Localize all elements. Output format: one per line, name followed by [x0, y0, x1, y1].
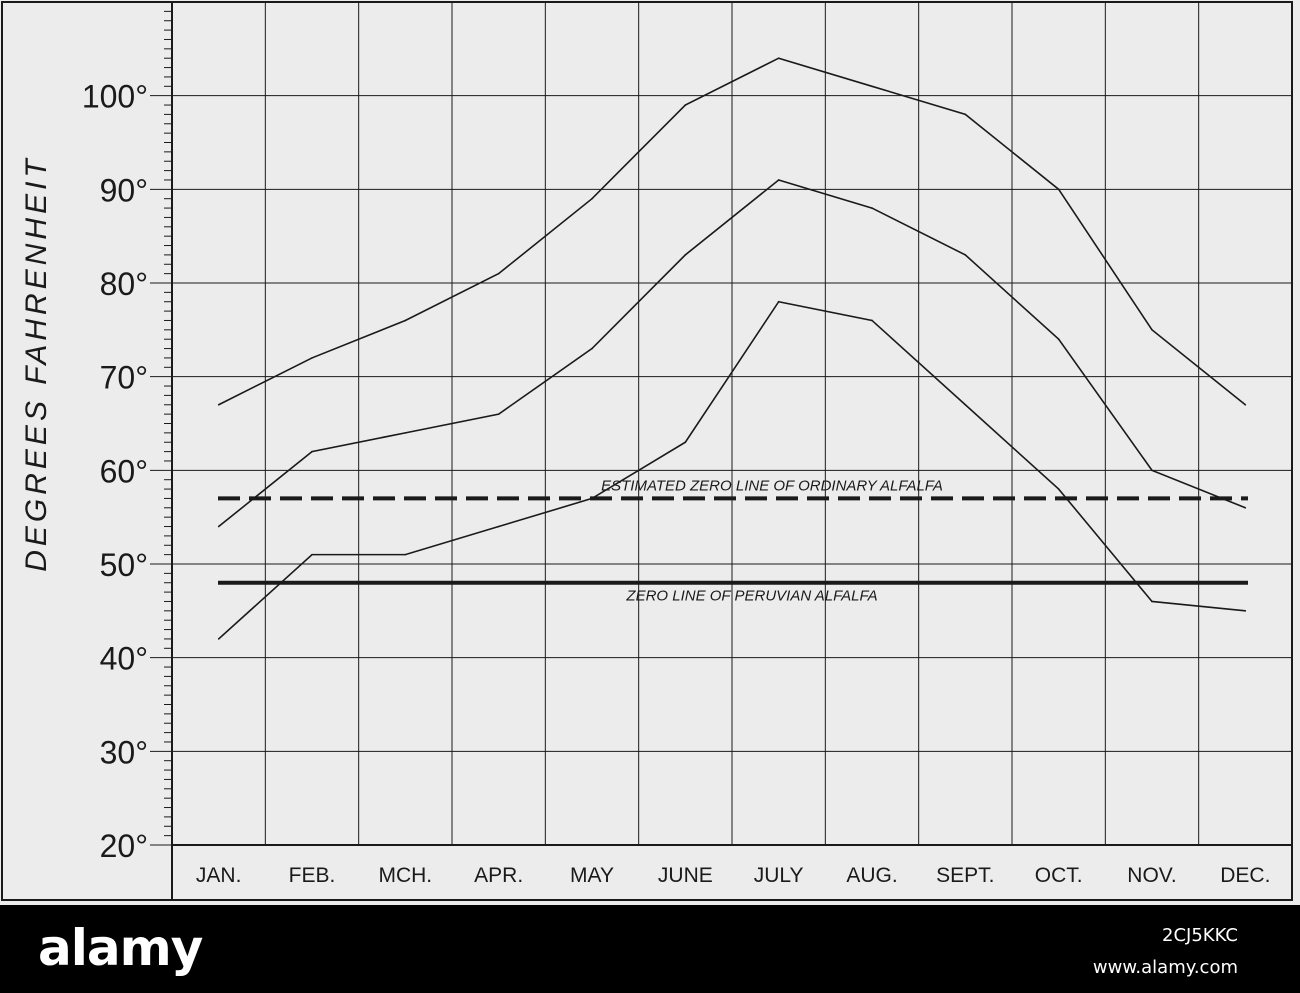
temperature-chart: 20° 30° 40° 50° 60° 70° 80° 90° 100° DEGREES FAHR…: [1, 1, 1293, 901]
data-point: [684, 441, 687, 444]
data-point: [777, 179, 780, 181]
y-tick-label: 40°: [100, 641, 148, 677]
outer-frame: [1, 1, 1293, 901]
x-tick-label: MAY: [570, 864, 614, 887]
x-tick-label: JUNE: [658, 864, 713, 887]
chart-area: 20° 30° 40° 50° 60° 70° 80° 90° 100° DEGREES FAHR…: [1, 1, 1293, 901]
data-point: [591, 197, 593, 200]
data-point: [497, 272, 500, 275]
data-point: [1244, 610, 1247, 612]
data-point: [404, 432, 407, 434]
x-tick-label: JAN.: [196, 864, 242, 887]
series-line: [218, 179, 1246, 528]
x-tick-label: FEB.: [289, 864, 336, 887]
reference-line-label: ESTIMATED ZERO LINE OF ORDINARY ALFALFA: [601, 477, 943, 494]
y-tick-label: 90°: [100, 172, 148, 208]
y-tick-label: 60°: [100, 453, 148, 489]
data-point: [964, 113, 967, 116]
data-point: [217, 638, 220, 640]
data-point: [311, 357, 313, 359]
data-point: [684, 254, 687, 256]
y-tick-label: 50°: [100, 547, 148, 583]
x-tick-label: MCH.: [378, 864, 432, 887]
x-tick-label: DEC.: [1220, 864, 1270, 887]
x-tick-label: AUG.: [846, 864, 897, 887]
reference-line-label: ZERO LINE OF PERUVIAN ALFALFA: [625, 588, 877, 605]
data-point: [311, 450, 313, 453]
data-point: [217, 525, 220, 528]
series-line: [218, 300, 1246, 640]
data-point: [777, 57, 780, 59]
data-point: [964, 254, 967, 256]
series-line: [218, 57, 1246, 406]
watermark-image-id: 2CJ5KKC: [1162, 925, 1238, 946]
y-tick-label: 20°: [100, 828, 148, 864]
x-tick-label: JULY: [754, 864, 804, 887]
data-point: [497, 413, 500, 415]
x-tick-label: OCT.: [1035, 864, 1083, 887]
watermark-url: www.alamy.com: [1092, 957, 1238, 978]
data-point: [871, 85, 873, 88]
y-tick-label: 100°: [82, 79, 148, 115]
y-tick-label: 70°: [100, 360, 148, 396]
x-tick-label: NOV.: [1127, 864, 1176, 887]
watermark-bar: alamy 2CJ5KKC www.alamy.com: [0, 905, 1300, 993]
data-point: [1057, 188, 1060, 191]
data-point: [1151, 469, 1153, 472]
y-tick-label: 30°: [100, 734, 148, 770]
watermark-logo: alamy: [38, 919, 203, 977]
data-point: [684, 104, 687, 106]
data-point: [777, 300, 780, 303]
data-point: [591, 497, 593, 500]
data-point: [497, 525, 500, 528]
data-point: [1151, 600, 1153, 603]
data-point: [404, 553, 407, 556]
x-tick-label: APR.: [474, 864, 523, 887]
x-tick-label: SEPT.: [936, 864, 994, 887]
data-point: [1244, 507, 1247, 509]
data-point: [871, 319, 873, 322]
y-tick-label: 80°: [100, 266, 148, 302]
y-axis-label: DEGREES FAHRENHEIT: [20, 155, 53, 572]
data-point: [1057, 488, 1060, 490]
data-point: [311, 553, 313, 556]
data-point: [1057, 338, 1060, 341]
data-point: [217, 403, 220, 406]
data-point: [1244, 403, 1247, 406]
data-point: [1151, 329, 1153, 331]
data-point: [964, 403, 967, 406]
data-point: [591, 347, 593, 350]
data-point: [871, 207, 873, 209]
data-point: [404, 319, 407, 322]
